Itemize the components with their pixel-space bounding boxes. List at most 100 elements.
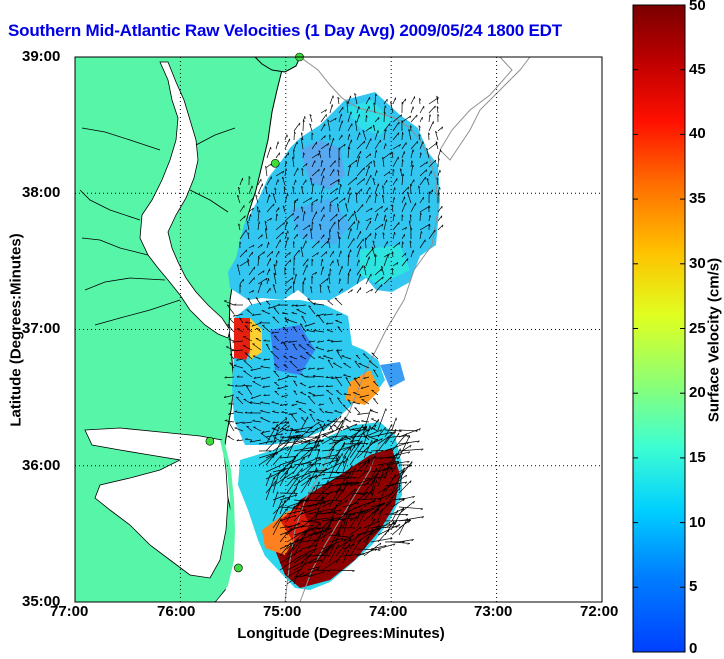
velocity-arrow [274, 382, 280, 387]
velocity-arrow [300, 436, 318, 445]
velocity-arrow [266, 217, 272, 222]
velocity-arrow-head [282, 176, 285, 179]
velocity-arrow-head [301, 525, 304, 528]
velocity-arrow [337, 397, 343, 405]
velocity-arrow-head [248, 176, 251, 179]
velocity-arrow [273, 272, 277, 285]
velocity-arrow [398, 495, 415, 501]
velocity-arrow [308, 340, 316, 343]
velocity-arrow-head [280, 433, 283, 436]
velocity-arrow-head [320, 559, 323, 562]
velocity-arrow [252, 420, 262, 423]
velocity-arrow [317, 385, 325, 388]
velocity-arrow [347, 95, 351, 105]
velocity-arrow-head [272, 284, 276, 287]
velocity-arrow [293, 224, 298, 231]
velocity-arrow-head [277, 378, 280, 381]
velocity-arrow-head [279, 403, 283, 406]
velocity-arrow-head [318, 528, 321, 530]
velocity-arrow-head [306, 553, 308, 557]
velocity-arrow [328, 531, 339, 550]
velocity-arrow-head [296, 437, 300, 440]
velocity-arrow [410, 249, 414, 258]
velocity-arrow-head [316, 521, 320, 524]
velocity-arrow [361, 420, 370, 423]
velocity-arrow [419, 141, 424, 150]
velocity-arrow [320, 259, 323, 267]
velocity-arrow [300, 549, 316, 564]
velocity-arrow [293, 553, 308, 564]
velocity-arrow [352, 401, 361, 405]
velocity-arrow-head [330, 491, 332, 494]
velocity-arrow [334, 410, 343, 414]
velocity-arrow [419, 223, 431, 231]
velocity-arrow [257, 282, 262, 294]
velocity-arrow-head [352, 534, 354, 538]
velocity-arrow-head [373, 381, 376, 383]
velocity-arrow [291, 403, 298, 407]
velocity-arrow-head [318, 456, 321, 460]
velocity-arrow [418, 125, 421, 132]
velocity-arrow [391, 204, 394, 213]
velocity-arrow-head [270, 351, 274, 353]
velocity-arrow [239, 215, 246, 222]
velocity-arrow [335, 481, 359, 487]
velocity-arrow [382, 157, 385, 168]
velocity-arrow [374, 139, 381, 150]
velocity-arrow [284, 161, 287, 168]
velocity-arrow-head [398, 242, 401, 245]
velocity-arrow [293, 439, 311, 445]
velocity-arrow [256, 206, 259, 213]
plot-frame [74, 56, 603, 603]
velocity-arrow-head [299, 569, 301, 572]
velocity-arrow [260, 410, 271, 414]
velocity-arrow [272, 421, 280, 424]
velocity-arrow [329, 425, 334, 432]
velocity-arrow [391, 448, 401, 466]
velocity-arrow [236, 396, 244, 405]
velocity-arrow [336, 259, 340, 267]
velocity-arrow-head [308, 454, 311, 457]
velocity-arrow-head [308, 367, 311, 370]
velocity-arrow-head [323, 355, 326, 357]
velocity-arrow [251, 313, 262, 316]
velocity-arrow-head [288, 425, 290, 428]
station-marker-hatteras [234, 563, 243, 573]
velocity-arrow-head [341, 475, 344, 478]
velocity-arrow-head [292, 343, 296, 346]
velocity-arrow-head [295, 400, 299, 402]
velocity-arrow-head [279, 471, 281, 474]
velocity-arrow [363, 498, 376, 508]
velocity-arrow-head [338, 509, 342, 512]
velocity-arrow [360, 385, 370, 390]
velocity-arrow-head [407, 543, 410, 545]
velocity-arrow-head [333, 420, 336, 422]
velocity-arrow-head [377, 520, 380, 524]
velocity-arrow [257, 270, 265, 276]
velocity-arrow [408, 129, 412, 141]
velocity-arrow [372, 428, 379, 432]
velocity-arrow [302, 233, 308, 240]
velocity-arrow-head [338, 179, 341, 182]
velocity-arrow-head [246, 385, 249, 388]
velocity-arrow-head [306, 497, 309, 501]
velocity-arrow-head [244, 325, 248, 327]
velocity-arrow [310, 228, 313, 240]
velocity-arrow [282, 312, 289, 315]
velocity-arrow [307, 559, 323, 564]
velocity-arrow [311, 183, 314, 195]
velocity-arrow [384, 513, 409, 515]
velocity-arrow [265, 300, 271, 306]
velocity-arrow-head [327, 143, 330, 146]
velocity-arrow-head [334, 297, 338, 299]
velocity-arrow-head [292, 186, 295, 189]
velocity-arrow-head [405, 433, 407, 437]
velocity-arrow-head [316, 428, 318, 431]
velocity-arrow-head [237, 264, 240, 267]
velocity-arrow-head [316, 199, 318, 202]
velocity-arrow [410, 96, 416, 105]
velocity-arrow-head [224, 376, 227, 379]
velocity-arrow-head [329, 486, 331, 489]
velocity-arrow [356, 265, 364, 276]
velocity-arrow [383, 214, 386, 222]
